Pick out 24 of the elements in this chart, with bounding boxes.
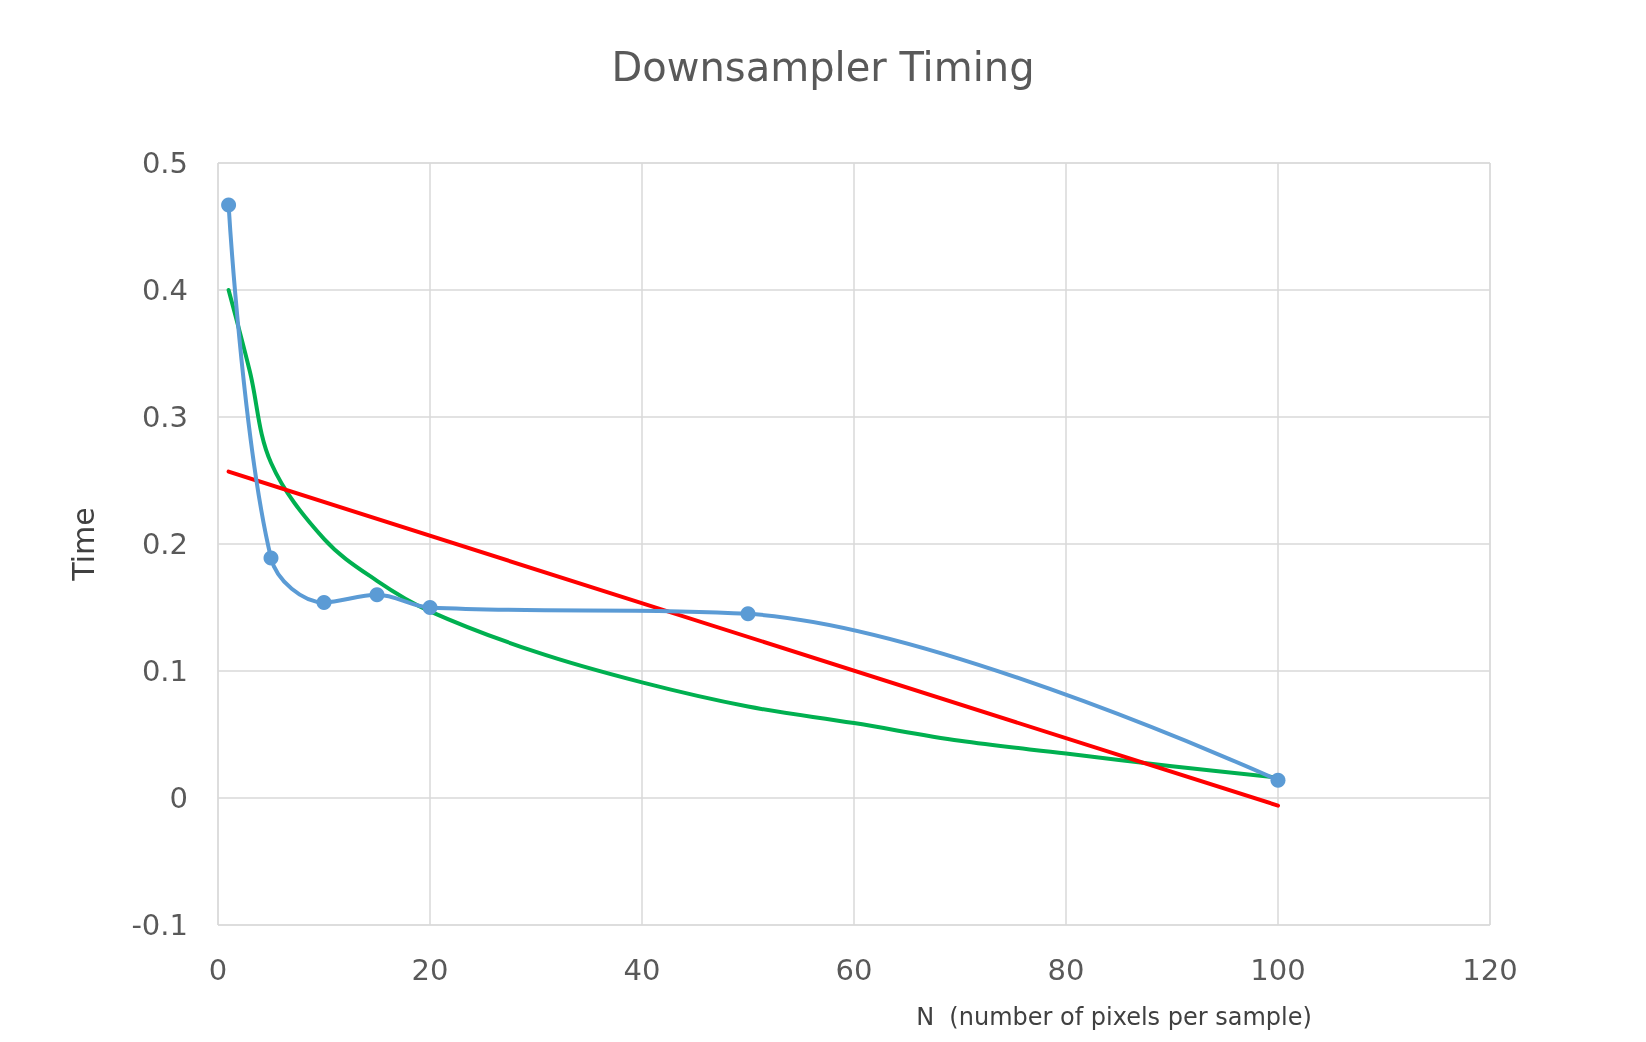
y-tick-label: -0.1 xyxy=(131,908,188,942)
x-axis-title: N (number of pixels per sample) xyxy=(916,1003,1312,1031)
x-tick-label: 0 xyxy=(208,952,228,987)
y-tick-label: 0.5 xyxy=(141,146,188,180)
y-tick-label: 0.2 xyxy=(141,527,188,561)
point xyxy=(1270,772,1286,788)
point xyxy=(316,594,332,610)
y-tick-label: 0.3 xyxy=(141,400,188,434)
x-tick-label: 20 xyxy=(411,952,449,987)
point xyxy=(422,600,438,615)
x-tick-label: 120 xyxy=(1462,952,1518,987)
x-tick-label: 60 xyxy=(835,952,873,987)
y-tick-label: 0.1 xyxy=(141,654,188,688)
point xyxy=(740,606,756,622)
y-tick-label: 0 xyxy=(169,781,188,815)
x-tick-label: 40 xyxy=(623,952,661,987)
point xyxy=(369,587,385,603)
point xyxy=(221,197,237,213)
point xyxy=(263,550,279,566)
x-tick-label: 100 xyxy=(1250,952,1306,987)
y-tick-label: 0.4 xyxy=(141,273,188,307)
chart-title: Downsampler Timing xyxy=(611,44,1035,90)
y-axis-title: Time xyxy=(65,507,101,582)
x-tick-label: 80 xyxy=(1047,952,1085,987)
